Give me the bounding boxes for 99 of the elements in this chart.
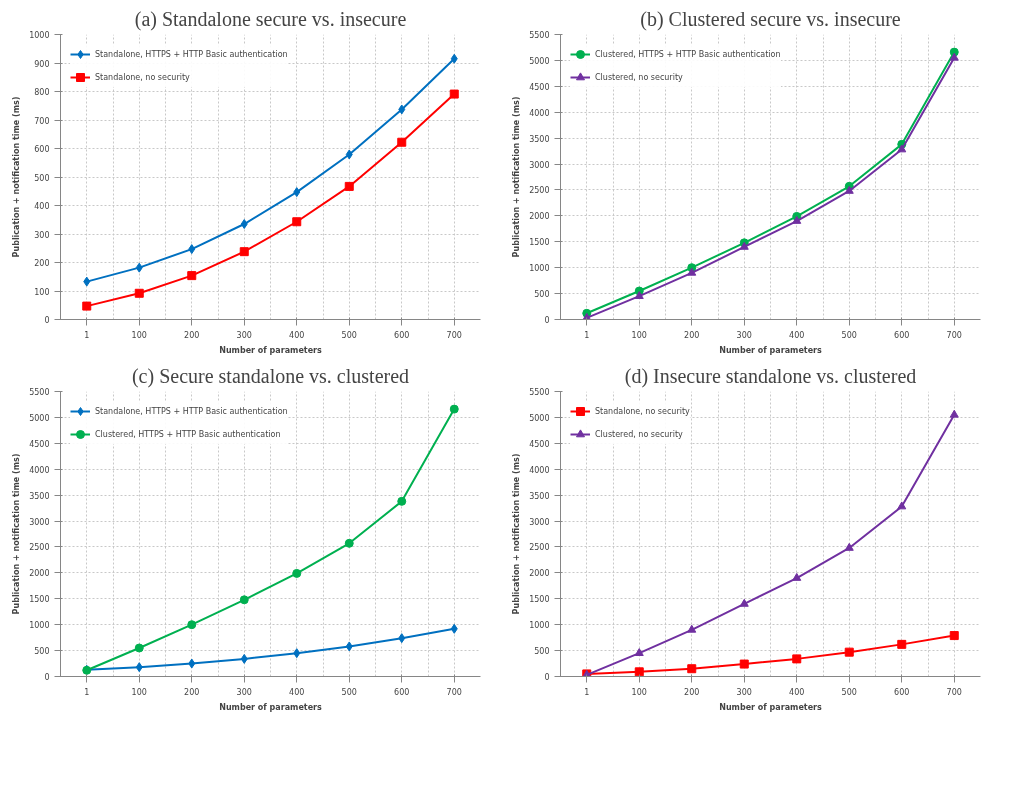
x-tick-label: 400 (289, 687, 305, 697)
legend-label: Clustered, HTTPS + HTTP Basic authentication (95, 429, 281, 439)
x-tick-label: 200 (684, 687, 700, 697)
y-tick-label: 100 (34, 287, 50, 297)
x-tick-label: 500 (341, 687, 357, 697)
x-tick-label: 700 (946, 687, 962, 697)
legend-label: Standalone, HTTPS + HTTP Basic authentication (95, 49, 288, 59)
legend-label: Clustered, no security (595, 429, 683, 439)
x-tick-label: 300 (236, 687, 252, 697)
y-tick-label: 300 (34, 230, 50, 240)
y-tick-label: 4500 (529, 439, 550, 449)
legend-label: Standalone, no security (95, 72, 190, 82)
y-tick-label: 4000 (529, 465, 550, 475)
y-axis-title: Publication + notification time (ms) (12, 453, 22, 615)
x-axis-title: Number of parameters (219, 702, 323, 712)
x-tick-label: 1 (84, 330, 90, 340)
y-tick-label: 3500 (529, 134, 550, 144)
y-tick-label: 5000 (529, 56, 550, 66)
x-tick-label: 700 (446, 330, 462, 340)
y-tick-label: 4500 (529, 82, 550, 92)
legend-label: Standalone, HTTPS + HTTP Basic authentication (95, 406, 288, 416)
chart-title: (c) Secure standalone vs. clustered (131, 364, 410, 388)
x-tick-label: 400 (789, 330, 805, 340)
y-tick-label: 3500 (529, 491, 550, 501)
chart-title: (b) Clustered secure vs. insecure (640, 7, 901, 31)
y-tick-label: 200 (34, 259, 50, 268)
x-tick-label: 1 (584, 330, 590, 340)
y-tick-label: 1000 (529, 621, 550, 631)
y-tick-label: 3000 (29, 517, 50, 527)
y-tick-label: 0 (544, 316, 550, 325)
y-tick-label: 2000 (529, 569, 550, 579)
y-tick-label: 3000 (529, 160, 550, 170)
x-tick-label: 500 (341, 330, 357, 340)
y-axis-title: Publication + notification time (ms) (512, 96, 522, 258)
y-tick-label: 0 (544, 673, 550, 682)
x-tick-label: 100 (131, 330, 147, 340)
x-tick-label: 1 (84, 687, 90, 697)
x-tick-label: 200 (184, 687, 200, 697)
x-tick-label: 500 (841, 687, 857, 697)
x-tick-label: 700 (446, 687, 462, 697)
y-tick-label: 500 (34, 647, 50, 657)
y-tick-label: 5500 (529, 31, 550, 40)
y-tick-label: 2000 (29, 569, 50, 579)
y-tick-label: 1000 (29, 31, 50, 40)
x-tick-label: 500 (841, 330, 857, 340)
x-axis-title: Number of parameters (719, 345, 823, 355)
y-tick-label: 0 (44, 316, 50, 325)
y-tick-label: 5000 (529, 413, 550, 423)
y-tick-label: 3500 (29, 491, 50, 501)
x-tick-label: 100 (131, 687, 147, 697)
y-tick-label: 0 (44, 673, 50, 682)
y-tick-label: 4000 (29, 465, 50, 475)
x-axis-title: Number of parameters (219, 345, 323, 355)
x-tick-label: 600 (894, 687, 910, 697)
y-tick-label: 500 (34, 173, 50, 183)
x-tick-label: 600 (394, 330, 410, 340)
x-tick-label: 600 (394, 687, 410, 697)
x-axis-title: Number of parameters (719, 702, 823, 712)
y-tick-label: 3000 (529, 517, 550, 527)
x-tick-label: 400 (789, 687, 805, 697)
y-tick-label: 800 (34, 88, 50, 97)
x-tick-label: 300 (736, 330, 752, 340)
y-tick-label: 900 (34, 59, 50, 69)
y-tick-label: 4000 (529, 108, 550, 118)
y-axis-title: Publication + notification time (ms) (512, 453, 522, 615)
x-tick-label: 200 (184, 330, 200, 340)
x-tick-label: 300 (736, 687, 752, 697)
y-tick-label: 4500 (29, 439, 50, 449)
y-tick-label: 5500 (29, 388, 50, 397)
x-tick-label: 100 (631, 687, 647, 697)
x-tick-label: 400 (289, 330, 305, 340)
x-tick-label: 600 (894, 330, 910, 340)
x-tick-label: 300 (236, 330, 252, 340)
y-tick-label: 1500 (529, 238, 550, 248)
y-axis-title: Publication + notification time (ms) (12, 96, 22, 258)
y-tick-label: 5000 (29, 413, 50, 423)
legend-label: Clustered, no security (595, 72, 683, 82)
y-tick-label: 2000 (529, 212, 550, 222)
chart-title: (d) Insecure standalone vs. clustered (624, 364, 917, 388)
y-tick-label: 500 (534, 647, 550, 657)
y-tick-label: 400 (34, 202, 50, 211)
y-tick-label: 700 (34, 116, 50, 126)
y-tick-label: 2500 (529, 543, 550, 553)
legend-label: Standalone, no security (595, 406, 690, 416)
y-tick-label: 5500 (529, 388, 550, 397)
y-tick-label: 1500 (529, 595, 550, 605)
chart-title: (a) Standalone secure vs. insecure (134, 7, 407, 31)
y-tick-label: 1000 (529, 264, 550, 274)
y-tick-label: 1500 (29, 595, 50, 605)
y-tick-label: 2500 (29, 543, 50, 553)
y-tick-label: 2500 (529, 186, 550, 196)
y-tick-label: 500 (534, 290, 550, 300)
x-tick-label: 100 (631, 330, 647, 340)
x-tick-label: 1 (584, 687, 590, 697)
legend-label: Clustered, HTTPS + HTTP Basic authentication (595, 49, 781, 59)
y-tick-label: 600 (34, 145, 50, 154)
x-tick-label: 200 (684, 330, 700, 340)
x-tick-label: 700 (946, 330, 962, 340)
y-tick-label: 1000 (29, 621, 50, 631)
